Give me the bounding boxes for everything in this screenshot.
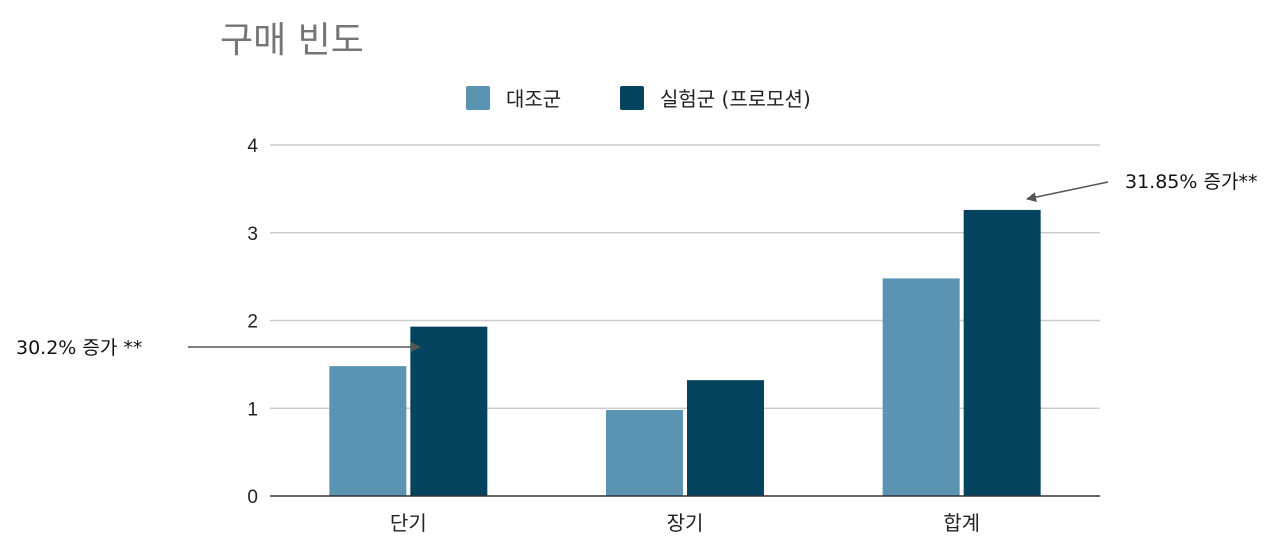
chart-title: 구매 빈도: [220, 20, 364, 61]
y-tick-label: 0: [247, 487, 258, 508]
y-tick-label: 4: [247, 136, 258, 157]
annotation-total: 31.85% 증가**: [1125, 171, 1257, 193]
x-tick-label: 단기: [390, 511, 427, 535]
annotation-arrow-total: [1026, 181, 1109, 203]
gridlines: [270, 144, 1100, 409]
y-tick-label: 1: [247, 399, 258, 420]
legend-swatch-control: [466, 86, 490, 110]
bar-control-0: [329, 366, 407, 496]
x-axis: 단기 장기 합계: [390, 511, 980, 535]
legend-label-treatment: 실험군 (프로모션): [660, 87, 811, 111]
legend: 대조군 실험군 (프로모션): [466, 86, 811, 111]
annotation-short-term: 30.2% 증가 **: [16, 337, 142, 359]
y-axis: 0 1 2 3 4: [247, 136, 258, 508]
x-tick-label: 합계: [943, 511, 980, 535]
bar-control-1: [606, 410, 683, 496]
x-tick-label: 장기: [667, 511, 704, 535]
y-tick-label: 2: [247, 312, 258, 333]
annotations: 30.2% 증가 ** 31.85% 증가**: [16, 171, 1257, 359]
bars: [329, 209, 1041, 496]
legend-label-control: 대조군: [506, 87, 561, 111]
y-tick-label: 3: [247, 224, 258, 245]
bar-treatment-2: [963, 209, 1041, 496]
legend-swatch-treatment: [620, 86, 644, 110]
bar-treatment-0: [410, 326, 488, 496]
bar-treatment-1: [687, 380, 764, 496]
bar-control-2: [882, 278, 960, 496]
